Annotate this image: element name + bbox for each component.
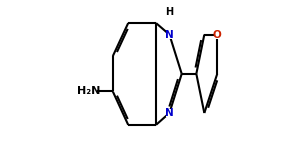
Bar xyxy=(80,87,97,97)
Text: H₂N: H₂N xyxy=(77,87,100,97)
Text: N: N xyxy=(165,30,174,40)
Text: N: N xyxy=(165,108,174,118)
Text: H: H xyxy=(165,7,174,17)
Bar xyxy=(167,8,172,16)
Bar xyxy=(214,30,221,39)
Bar xyxy=(166,109,173,117)
Text: O: O xyxy=(213,30,222,40)
Bar xyxy=(166,30,173,39)
